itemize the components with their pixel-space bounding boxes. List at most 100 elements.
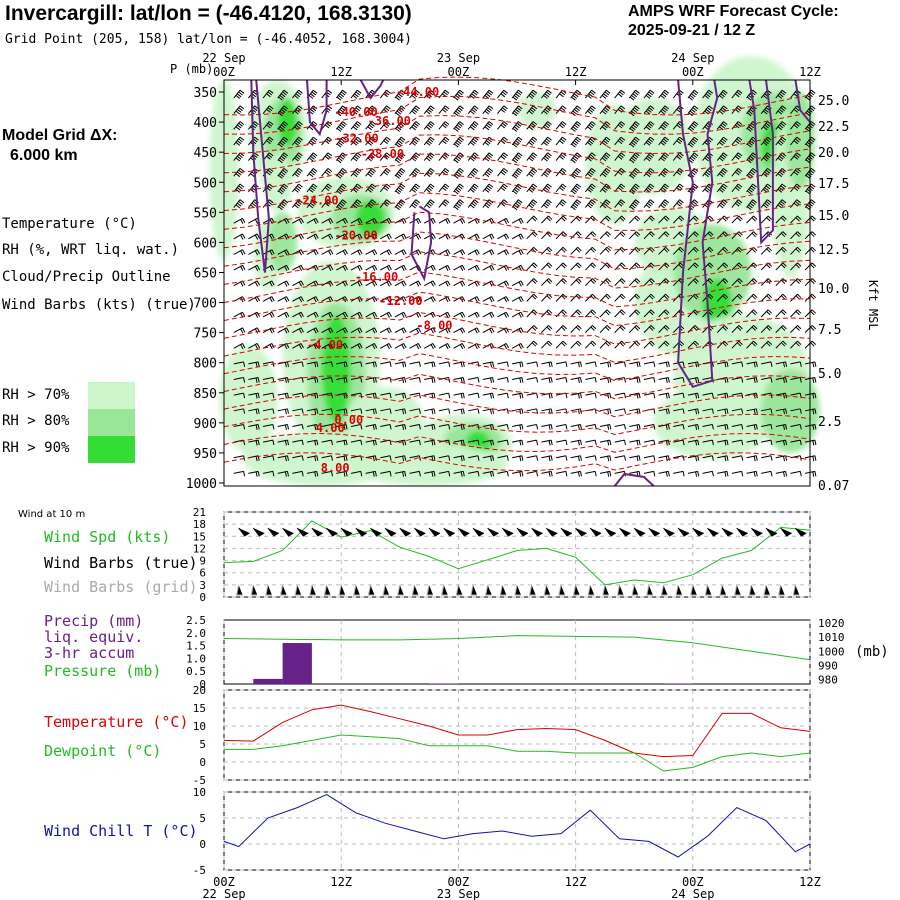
wind-barb [570, 392, 582, 399]
wind-barb [643, 152, 655, 162]
height-tick-label: 15.0 [818, 209, 849, 224]
wind-barb-grid [499, 584, 507, 596]
wind-barb [658, 325, 670, 333]
wind-barb-grid [279, 584, 287, 596]
wind-barb [306, 217, 319, 225]
wind-barb [379, 136, 391, 146]
wind-barb [306, 249, 319, 256]
wind-barb [555, 408, 568, 414]
wind-barb [746, 325, 758, 333]
wind-barb [746, 377, 758, 383]
wind-barb [453, 280, 466, 287]
wind-barb [380, 233, 392, 240]
wind-barb [599, 408, 612, 415]
wind-barb [262, 408, 275, 414]
wind-barb [335, 168, 347, 179]
wind-barb [614, 246, 626, 255]
wind-barb [716, 168, 728, 178]
wind-barb [321, 168, 333, 177]
wind-barb [497, 264, 510, 271]
wind-barb [306, 470, 319, 477]
precip-ytick-label: 1.0 [186, 652, 206, 665]
wind-barb [336, 470, 348, 477]
bottom-time-label: 00Z [682, 875, 704, 889]
wind-barb [731, 325, 743, 333]
wind-barb [599, 89, 611, 99]
wind-barb [468, 439, 480, 446]
wind-barb-grid [294, 584, 302, 596]
wind-barb [291, 168, 303, 178]
wind-barb [306, 439, 319, 446]
wind-barbs-true [238, 527, 807, 537]
wind-barb [599, 423, 612, 430]
wind-barb [365, 105, 377, 115]
wind-barb [438, 249, 451, 256]
pressure-ytick-label: 980 [818, 674, 838, 687]
wind-barb [731, 361, 744, 367]
wind-barb [409, 392, 421, 399]
wind-barb [335, 89, 347, 101]
wind-barb [453, 470, 465, 477]
wind-barb [350, 377, 363, 383]
wind-barb [585, 377, 597, 383]
wind-barb [409, 105, 421, 115]
pressure-tick-label: 700 [194, 297, 217, 312]
wind-barb [775, 231, 787, 240]
wind-barb-true [560, 527, 573, 537]
wind-barb [365, 343, 378, 350]
wind-barb [291, 199, 303, 209]
wind-barb [555, 246, 567, 255]
wind-barb [511, 249, 524, 256]
wind-barb-grid [704, 584, 712, 596]
bottom-time-label: 12Z [799, 875, 821, 889]
wind-barb [321, 249, 334, 256]
wind-barb [570, 121, 582, 132]
wind-barb [731, 377, 744, 383]
wind-barb [541, 168, 552, 178]
wind-barb [584, 183, 596, 193]
wind-barb [511, 183, 523, 195]
wind-barb [365, 311, 378, 318]
wind-barb [365, 152, 377, 162]
wind-barb [555, 455, 568, 461]
wind-barb [482, 311, 495, 318]
wind-barb [248, 327, 261, 334]
wind-barb [746, 340, 758, 349]
wind-barb [628, 121, 640, 132]
wind-barb [775, 439, 788, 446]
wind-barb [629, 408, 641, 415]
pressure-tick-label: 400 [194, 116, 217, 131]
temperature-contour-label: -12.00 [379, 294, 422, 308]
wind-barb [306, 136, 318, 146]
wind-barb [248, 296, 261, 303]
wind-barb [424, 439, 436, 446]
wind-barb [760, 183, 772, 193]
wind-barb [248, 233, 261, 240]
wind-barb-grid [660, 584, 668, 596]
wind-barb [614, 89, 626, 99]
rh-region [219, 344, 278, 453]
pressure-tick-label: 600 [194, 236, 217, 251]
wind-barb [555, 377, 568, 383]
wind-barb [497, 183, 508, 193]
wind-barb [585, 309, 597, 318]
wind-barb [804, 278, 817, 287]
wind-barb [687, 439, 700, 446]
wind-barb [687, 455, 700, 462]
wind-barb [526, 105, 538, 115]
wind-barb [804, 246, 817, 255]
wind-barb [409, 311, 422, 318]
wind-barb-true [721, 527, 734, 537]
wind-barb [541, 325, 553, 333]
wind-barb [233, 89, 245, 99]
wind-barb [497, 121, 508, 130]
wind-barb [423, 121, 435, 131]
wind-barb [394, 423, 407, 430]
wind-barb [614, 105, 626, 114]
wind-barb [599, 121, 611, 131]
wind-barb [277, 392, 289, 399]
temp-panel-ytick-label: 0 [199, 756, 206, 769]
temperature-contours [223, 76, 811, 472]
temp-panel-ytick-label: 10 [193, 720, 206, 733]
wind-barb [614, 168, 626, 177]
